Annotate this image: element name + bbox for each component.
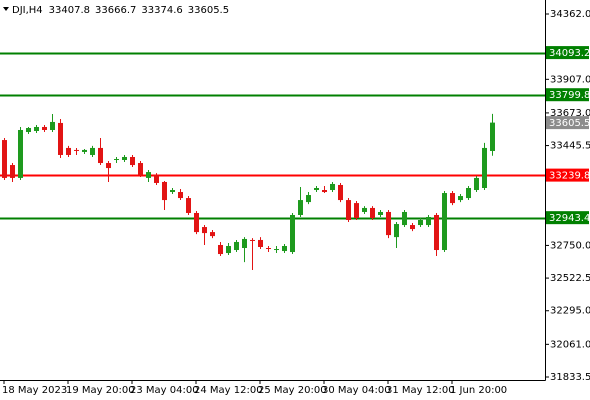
level-label: 33799.8 — [549, 90, 590, 101]
candle-body — [386, 211, 391, 236]
x-tick-label: 19 May 20:00 — [66, 385, 135, 396]
candle-body — [250, 239, 255, 241]
candle-body — [274, 249, 279, 251]
level-box — [546, 211, 589, 225]
header-value: 33605.5 — [188, 5, 229, 16]
candle-body — [330, 183, 335, 191]
candle-body — [474, 177, 479, 191]
candle-body — [378, 211, 383, 215]
candle-body — [138, 163, 143, 176]
level-box — [546, 88, 589, 102]
x-tick-label: 24 May 12:00 — [194, 385, 263, 396]
candle-body — [322, 190, 327, 193]
candle-body — [338, 184, 343, 201]
candle-body — [66, 147, 71, 155]
candle-body — [314, 187, 319, 191]
candle-body — [242, 238, 247, 249]
candle-body — [282, 245, 287, 252]
candle-body — [258, 239, 263, 248]
y-tick-label: 32061.0 — [550, 339, 590, 350]
y-tick-label: 34362.0 — [550, 9, 590, 20]
y-tick-label: 32750.0 — [550, 240, 590, 251]
y-tick-label: 33445.5 — [550, 141, 590, 152]
candle-body — [98, 147, 103, 164]
candle-body — [26, 127, 31, 133]
level-label: 32943.4 — [549, 213, 590, 224]
x-tick-label: 18 May 2023 — [2, 385, 67, 396]
x-tick-label: 25 May 20:00 — [258, 385, 327, 396]
candle-body — [170, 190, 175, 193]
candle-body — [466, 187, 471, 199]
candle-body — [90, 147, 95, 155]
header-value: 33407.8 — [49, 5, 90, 16]
header-value: 33666.7 — [95, 5, 136, 16]
x-tick-label: 30 May 04:00 — [322, 385, 391, 396]
candle-body — [306, 195, 311, 203]
level-label: 34093.2 — [549, 48, 590, 59]
candle-body — [58, 122, 63, 155]
candle-body — [106, 163, 111, 169]
candle-body — [226, 245, 231, 254]
candle-body — [202, 227, 207, 234]
menu-triangle[interactable] — [3, 7, 9, 11]
y-tick-label: 32295.0 — [550, 306, 590, 317]
level-box — [546, 168, 589, 182]
x-tick-label: 31 May 12:00 — [386, 385, 455, 396]
candle-body — [146, 172, 151, 178]
level-box — [546, 46, 589, 60]
candle-body — [234, 241, 239, 251]
candle-body — [186, 198, 191, 213]
candle-body — [354, 203, 359, 219]
candle-body — [458, 196, 463, 201]
candle-body — [434, 214, 439, 251]
header-value: 33374.6 — [141, 5, 182, 16]
candle-body — [82, 149, 87, 152]
x-tick-label: 23 May 04:00 — [130, 385, 199, 396]
candle-body — [74, 149, 79, 151]
candle-body — [394, 224, 399, 238]
candle-body — [2, 140, 7, 178]
candle-body — [450, 193, 455, 204]
candle-body — [402, 211, 407, 226]
y-tick-label: 31833.5 — [550, 372, 590, 383]
candle-body — [162, 181, 167, 201]
current-price-box — [546, 116, 589, 130]
candle-body — [426, 216, 431, 226]
candle-body — [114, 158, 119, 161]
candle-body — [410, 225, 415, 230]
candle-body — [42, 126, 47, 130]
candle-body — [218, 244, 223, 255]
candle-body — [210, 232, 215, 237]
candle-body — [362, 207, 367, 212]
candle-body — [418, 220, 423, 226]
candle-body — [178, 192, 183, 199]
candle-body — [266, 248, 271, 250]
candle-body — [482, 147, 487, 188]
candle-body — [370, 207, 375, 219]
candle-body — [290, 214, 295, 253]
current-price-label: 33605.5 — [549, 118, 590, 129]
candle-body — [442, 193, 447, 251]
candle-body — [18, 129, 23, 178]
candle-body — [130, 156, 135, 166]
symbol: DJI,H4 — [12, 5, 43, 16]
x-tick-label: 1 Jun 20:00 — [450, 385, 507, 396]
candle-body — [298, 200, 303, 215]
y-tick-label: 32522.5 — [550, 273, 590, 284]
candle-body — [50, 121, 55, 130]
candle-body — [154, 175, 159, 183]
candle-body — [10, 165, 15, 178]
candle-body — [194, 212, 199, 233]
candle-body — [34, 126, 39, 132]
candle-body — [490, 122, 495, 151]
level-label: 33239.8 — [549, 171, 590, 182]
candle-body — [346, 200, 351, 221]
candle-body — [122, 156, 127, 161]
y-tick-label: 33673.0 — [550, 108, 590, 119]
y-tick-label: 33907.0 — [550, 74, 590, 85]
